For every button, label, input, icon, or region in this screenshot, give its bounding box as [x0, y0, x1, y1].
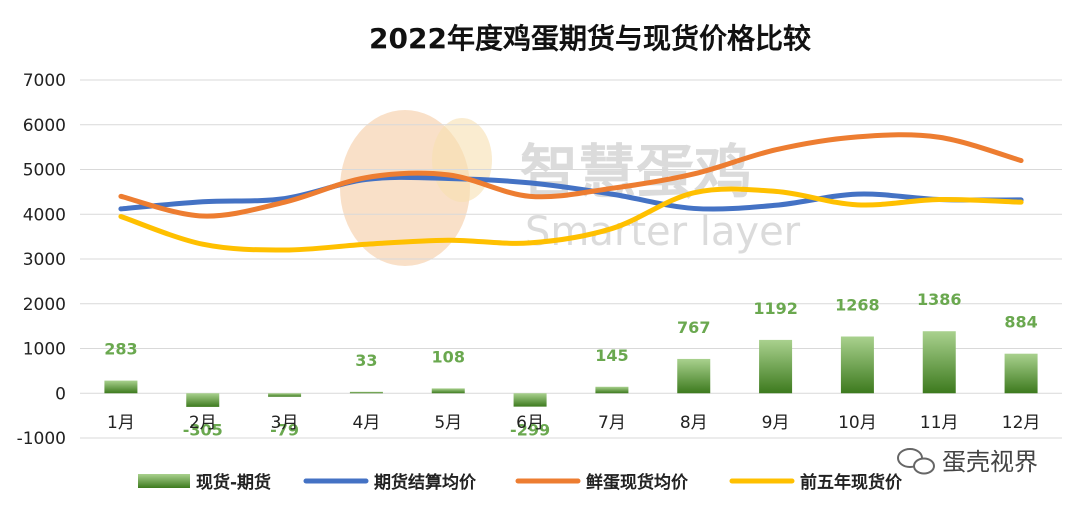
- brand-name: 蛋壳视界: [942, 448, 1038, 476]
- x-tick-label: 6月: [516, 413, 544, 433]
- y-tick-label: 0: [55, 384, 66, 404]
- bar-data-label: 145: [595, 346, 628, 365]
- bar-data-label: 1268: [835, 296, 880, 315]
- series-line: [118, 174, 1024, 212]
- y-axis: 7000 6000 5000 4000 3000 2000 1000 0 -1000: [17, 71, 66, 449]
- bar: [431, 388, 465, 394]
- bar-data-label: 283: [104, 340, 137, 359]
- y-tick-label: 4000: [23, 205, 66, 225]
- x-axis: 1月 2月 3月 4月 5月 6月 7月 8月 9月 10月 11月 12月: [107, 413, 1040, 433]
- bar-data-label: 767: [677, 318, 710, 337]
- y-tick-label: 1000: [23, 340, 66, 360]
- y-tick-label: 5000: [23, 161, 66, 181]
- bar: [349, 391, 383, 394]
- brand: 蛋壳视界: [897, 448, 1038, 476]
- line-series: [118, 132, 1024, 253]
- x-tick-label: 10月: [838, 413, 877, 433]
- bar-series: [104, 331, 1038, 407]
- watermark-chick-icon: [432, 118, 492, 202]
- bar-data-label: -79: [270, 420, 299, 439]
- legend-label: 鲜蛋现货均价: [586, 472, 689, 493]
- bar-data-label: 1386: [917, 290, 962, 309]
- bar: [759, 339, 793, 394]
- bar: [677, 358, 711, 394]
- x-tick-label: 9月: [762, 413, 790, 433]
- bar: [840, 336, 874, 394]
- x-tick-label: 7月: [598, 413, 626, 433]
- series-line: [118, 186, 1024, 253]
- bar-data-label: -299: [510, 420, 550, 439]
- x-tick-label: 5月: [434, 413, 462, 433]
- y-tick-label: 3000: [23, 250, 66, 270]
- y-tick-label: 6000: [23, 116, 66, 136]
- x-tick-label: 1月: [107, 413, 135, 433]
- chart-title: 2022年度鸡蛋期货与现货价格比较: [369, 22, 811, 55]
- legend-swatch: [138, 474, 190, 488]
- bar-data-labels: 283 -305 -79 33 108 -299 145 767 1192 1268 1386 884: [104, 290, 1038, 439]
- legend: 现货-期货 期货结算均价 鲜蛋现货均价 前五年现货价: [138, 472, 903, 493]
- watermark: 智慧蛋鸡 Smarter layer: [340, 110, 801, 266]
- legend-label: 现货-期货: [196, 472, 271, 493]
- wechat-icon: [897, 448, 935, 475]
- bar: [513, 393, 547, 407]
- bar: [922, 331, 956, 394]
- bar-data-label: 884: [1004, 313, 1037, 332]
- series-line: [118, 132, 1024, 219]
- y-tick-label: 2000: [23, 295, 66, 315]
- x-tick-label: 2月: [189, 413, 217, 433]
- legend-label: 期货结算均价: [374, 472, 477, 493]
- bar: [595, 386, 629, 394]
- bar: [1004, 353, 1038, 394]
- x-tick-label: 3月: [271, 413, 299, 433]
- x-tick-label: 11月: [920, 413, 959, 433]
- y-tick-label: 7000: [23, 71, 66, 91]
- x-tick-label: 4月: [353, 413, 381, 433]
- bar-data-label: -305: [183, 420, 223, 439]
- bar-data-label: 108: [432, 347, 465, 366]
- legend-label: 前五年现货价: [800, 472, 903, 493]
- x-tick-label: 8月: [680, 413, 708, 433]
- bar: [104, 380, 138, 394]
- bar-data-label: 33: [355, 351, 377, 370]
- watermark-sub: Smarter layer: [525, 209, 801, 255]
- y-tick-label: -1000: [17, 429, 66, 449]
- bar-data-label: 1192: [753, 299, 798, 318]
- bar: [186, 393, 220, 407]
- bar: [268, 393, 302, 397]
- x-tick-label: 12月: [1002, 413, 1041, 433]
